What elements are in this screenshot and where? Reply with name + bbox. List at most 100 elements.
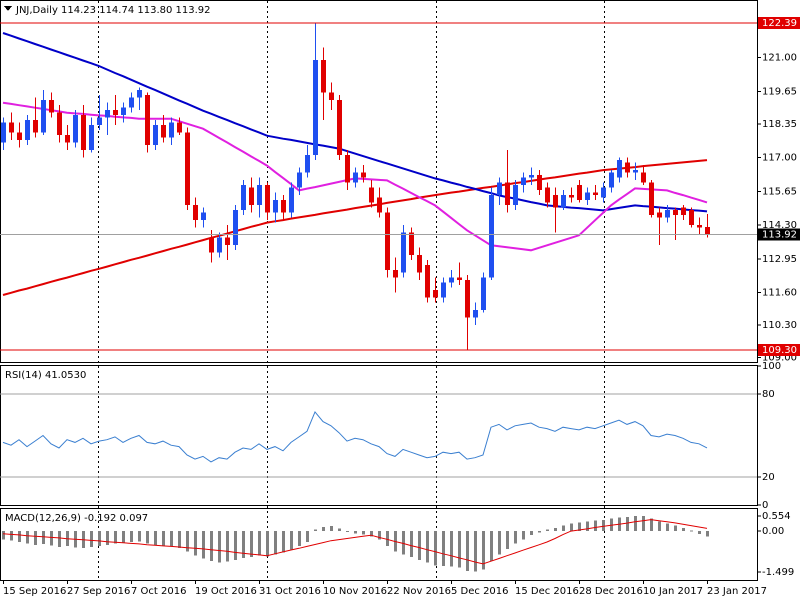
macd-bar xyxy=(458,531,461,568)
macd-bar xyxy=(594,520,597,532)
x-tick-label: 31 Oct 2016 xyxy=(259,586,321,597)
candle-body xyxy=(569,195,574,198)
macd-bar xyxy=(90,531,93,547)
macd-bar xyxy=(418,531,421,560)
y-tick-label: 0 xyxy=(762,500,768,511)
macd-bar xyxy=(314,529,317,532)
macd-bar xyxy=(130,531,133,543)
candle-body xyxy=(361,172,366,178)
candle-body xyxy=(481,277,486,311)
macd-bar xyxy=(682,527,685,532)
candle-body xyxy=(161,125,166,138)
macd-bar xyxy=(642,516,645,532)
candle-body xyxy=(633,170,638,173)
candle-body xyxy=(65,135,70,143)
macd-bar xyxy=(658,521,661,532)
candle-body xyxy=(153,125,158,146)
candle-body xyxy=(697,225,702,228)
y-tick-label: 109.00 xyxy=(762,353,797,364)
candle-body xyxy=(217,237,222,253)
macd-bar xyxy=(218,531,221,563)
main-panel-frame xyxy=(0,0,758,363)
x-tick-label: 10 Nov 2016 xyxy=(323,586,387,597)
candle-body xyxy=(249,187,254,206)
macd-bar xyxy=(410,531,413,558)
candle-body xyxy=(313,60,318,156)
x-tick-label: 7 Oct 2016 xyxy=(131,586,186,597)
macd-bar xyxy=(530,531,533,536)
price-label-box xyxy=(758,228,800,241)
x-tick-label: 15 Sep 2016 xyxy=(3,586,66,597)
candle-body xyxy=(41,100,46,133)
candle-body xyxy=(257,185,262,206)
macd-bar xyxy=(122,531,125,543)
x-tick-label: 23 Jan 2017 xyxy=(707,586,767,597)
macd-bar xyxy=(634,516,637,532)
candle-body xyxy=(297,172,302,188)
indicator-line xyxy=(2,32,708,213)
macd-bar xyxy=(586,521,589,532)
candle-body xyxy=(121,107,126,116)
candle-body xyxy=(665,210,670,218)
y-tick-label: 0.554 xyxy=(762,511,791,522)
candle-body xyxy=(649,182,654,216)
macd-bar xyxy=(258,531,261,556)
macd-bar xyxy=(386,531,389,547)
candle-body xyxy=(177,122,182,133)
y-tick-label: 100 xyxy=(762,361,781,372)
x-tick-label: 15 Dec 2016 xyxy=(515,586,579,597)
candle-body xyxy=(673,210,678,216)
macd-bar xyxy=(98,531,101,547)
macd-bar xyxy=(170,531,173,547)
price-label: 109.30 xyxy=(762,345,797,356)
macd-bar xyxy=(34,531,37,545)
candle-body xyxy=(17,132,22,141)
candle-body xyxy=(321,60,326,93)
macd-bar xyxy=(290,531,293,550)
candle-body xyxy=(505,182,510,206)
price-label-box xyxy=(758,16,800,29)
candle-body xyxy=(9,122,14,133)
macd-bar xyxy=(178,531,181,549)
candle-body xyxy=(545,187,550,203)
macd-bar xyxy=(50,531,53,546)
macd-bar xyxy=(546,529,549,532)
candle-body xyxy=(305,155,310,173)
macd-bar xyxy=(330,526,333,532)
macd-bar xyxy=(194,531,197,556)
y-tick-label: 117.00 xyxy=(762,153,797,164)
candle-body xyxy=(681,207,686,216)
rsi-title: RSI(14) 41.0530 xyxy=(5,370,86,381)
candle-body xyxy=(561,195,566,208)
candle-body xyxy=(585,192,590,201)
macd-bar xyxy=(114,531,117,544)
candle-body xyxy=(705,226,710,235)
macd-bar xyxy=(338,528,341,532)
candle-body xyxy=(617,160,622,178)
candle-body xyxy=(521,177,526,186)
rsi-panel-frame xyxy=(0,365,758,506)
candle-body xyxy=(97,117,102,126)
x-tick-label: 22 Nov 2016 xyxy=(387,586,451,597)
price-label: 113.92 xyxy=(762,230,797,241)
x-tick-label: 28 Dec 2016 xyxy=(579,586,643,597)
marks: 121.00 119.65 118.35 117.00 115.65 114.30 112.… xyxy=(0,16,800,597)
candle-body xyxy=(641,172,646,183)
x-tick-label: 27 Sep 2016 xyxy=(67,586,130,597)
candle-body xyxy=(369,187,374,203)
macd-bar xyxy=(490,531,493,562)
candle-body xyxy=(281,200,286,213)
candle-body xyxy=(329,92,334,101)
candle-body xyxy=(89,125,94,151)
candle-body xyxy=(169,122,174,138)
macd-bar xyxy=(474,531,477,572)
macd-bar xyxy=(626,516,629,532)
candle-body xyxy=(193,205,198,221)
macd-bar xyxy=(26,531,29,544)
candle-body xyxy=(225,237,230,246)
candle-body xyxy=(537,175,542,191)
macd-bar xyxy=(322,526,325,532)
macd-bar xyxy=(666,523,669,532)
y-tick-label: 112.95 xyxy=(762,254,797,265)
symbol-menu-icon[interactable] xyxy=(4,6,12,11)
